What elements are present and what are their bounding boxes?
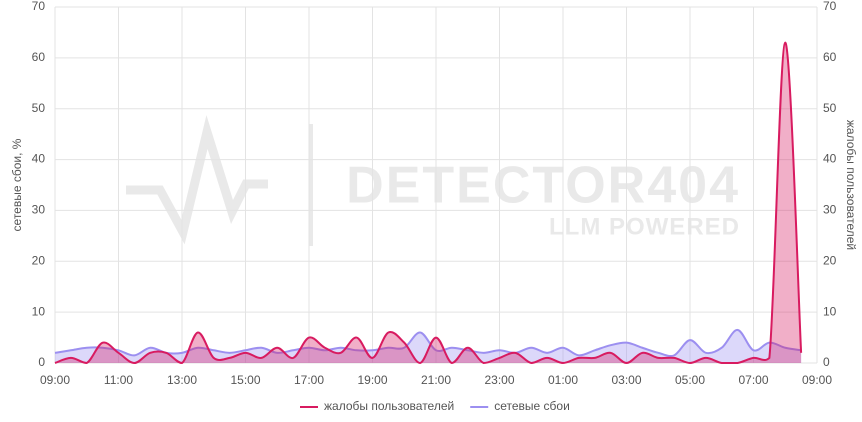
series-line [54,328,802,358]
x-tick-label: 13:00 [167,373,197,387]
y-tick-label: 10 [32,304,46,318]
y2-tick-label: 50 [823,101,837,115]
y2-tick-label: 20 [823,253,837,267]
x-tick-label: 11:00 [104,373,133,387]
x-tick-label: 17:00 [294,373,324,387]
y-tick-label: 40 [32,152,46,166]
y-tick-label: 20 [32,253,46,267]
x-tick-label: 01:00 [548,373,578,387]
x-tick-label: 19:00 [357,373,387,387]
series-line [54,41,803,365]
x-tick-label: 03:00 [611,373,641,387]
y-tick-label: 70 [32,0,46,13]
x-tick-label: 05:00 [675,373,705,387]
y2-tick-label: 10 [823,304,837,318]
x-tick-label: 15:00 [230,373,260,387]
y-axis-label: сетевые сбои, % [10,138,24,231]
y-tick-label: 60 [32,50,46,64]
y-tick-label: 30 [32,203,46,217]
y2-tick-label: 40 [823,152,837,166]
y-tick-label: 0 [38,355,45,369]
y2-tick-label: 0 [823,355,830,369]
y2-tick-label: 70 [823,0,837,13]
legend-label: сетевые сбои [494,399,570,413]
x-tick-label: 07:00 [738,373,768,387]
watermark-subtitle: LLM POWERED [549,213,740,240]
x-tick-label: 09:00 [802,373,832,387]
watermark-logo [126,115,268,245]
watermark-title: DETECTOR404 [346,157,740,215]
y-tick-label: 50 [32,101,46,115]
x-tick-label: 09:00 [40,373,70,387]
y2-tick-label: 30 [823,203,837,217]
x-tick-label: 23:00 [484,373,514,387]
y2-tick-label: 60 [823,50,837,64]
watermark: DETECTOR404 LLM POWERED [126,115,740,246]
legend-label: жалобы пользователей [324,399,454,413]
x-tick-label: 21:00 [421,373,451,387]
y2-axis-label: жалобы пользователей [844,120,858,250]
